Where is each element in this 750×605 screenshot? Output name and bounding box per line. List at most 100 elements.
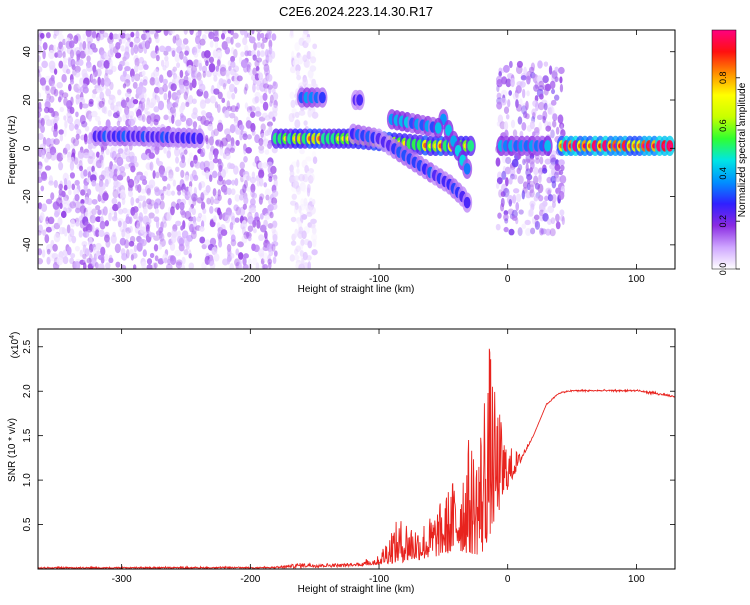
- noise-blob: [117, 174, 124, 181]
- noise-blob: [247, 225, 254, 233]
- noise-blob: [311, 249, 318, 256]
- noise-blob: [549, 163, 556, 170]
- noise-blob: [65, 143, 71, 151]
- noise-blob: [66, 246, 72, 256]
- noise-blob: [503, 226, 509, 233]
- noise-blob: [62, 256, 69, 265]
- noise-blob: [305, 156, 312, 162]
- noise-blob: [149, 252, 155, 259]
- noise-blob: [157, 100, 165, 111]
- noise-blob: [225, 207, 232, 216]
- noise-blob: [122, 207, 128, 214]
- noise-blob: [554, 76, 559, 83]
- noise-blob: [206, 197, 211, 205]
- noise-blob: [41, 149, 45, 159]
- noise-blob: [112, 173, 119, 182]
- noise-blob: [49, 95, 55, 103]
- noise-blob: [182, 38, 189, 45]
- noise-blob: [155, 45, 159, 55]
- noise-blob: [235, 248, 240, 256]
- noise-blob: [122, 83, 127, 89]
- noise-blob: [205, 70, 212, 78]
- noise-blob: [250, 111, 256, 119]
- noise-blob: [211, 129, 215, 138]
- noise-blob: [221, 137, 228, 147]
- noise-blob: [96, 32, 101, 42]
- noise-blob: [495, 157, 501, 167]
- noise-blob: [109, 32, 114, 40]
- noise-blob: [219, 65, 223, 72]
- noise-blob: [145, 184, 152, 195]
- noise-blob: [253, 244, 260, 253]
- noise-blob: [187, 189, 193, 198]
- noise-blob: [95, 96, 102, 102]
- noise-blob: [205, 60, 209, 67]
- noise-blob: [41, 203, 48, 213]
- colorbar-tick-label: 0.4: [718, 167, 728, 180]
- noise-blob: [125, 231, 130, 240]
- y-tick-label: 1.5: [22, 428, 33, 442]
- x-tick-label: -300: [112, 574, 132, 585]
- noise-blob: [59, 134, 64, 142]
- noise-blob: [129, 68, 135, 79]
- noise-blob: [126, 209, 132, 216]
- noise-blob: [264, 230, 268, 240]
- noise-blob: [148, 199, 156, 206]
- noise-blob: [268, 176, 273, 183]
- noise-blob: [146, 187, 151, 196]
- noise-blob: [296, 188, 302, 195]
- noise-blob: [175, 202, 180, 211]
- noise-blob: [220, 229, 228, 236]
- noise-blob: [203, 160, 210, 168]
- noise-blob: [135, 30, 140, 39]
- noise-blob: [262, 92, 268, 101]
- noise-blob: [202, 189, 210, 196]
- noise-blob: [44, 101, 51, 109]
- noise-blob: [74, 245, 80, 252]
- x-tick-label: -200: [240, 574, 260, 585]
- noise-blob: [41, 249, 46, 258]
- noise-blob: [544, 195, 549, 202]
- noise-blob: [246, 106, 253, 113]
- noise-blob: [115, 181, 121, 188]
- noise-blob: [119, 226, 125, 233]
- noise-blob: [249, 105, 256, 112]
- noise-blob: [542, 115, 546, 124]
- noise-blob: [209, 205, 214, 214]
- noise-blob: [559, 83, 564, 93]
- snr-line: [38, 348, 675, 569]
- noise-blob: [53, 232, 61, 243]
- noise-blob: [160, 59, 165, 67]
- noise-blob: [534, 101, 539, 112]
- noise-blob: [272, 220, 278, 229]
- noise-blob: [520, 75, 527, 81]
- noise-blob: [290, 30, 294, 37]
- noise-blob: [188, 196, 194, 207]
- noise-blob: [525, 227, 532, 236]
- noise-blob: [153, 202, 159, 210]
- noise-blob: [141, 179, 148, 186]
- noise-blob: [291, 112, 296, 119]
- noise-blob: [215, 65, 220, 72]
- noise-blob: [84, 248, 90, 257]
- noise-blob: [538, 194, 544, 202]
- noise-blob: [143, 64, 149, 70]
- noise-blob: [248, 68, 254, 76]
- noise-blob: [262, 101, 269, 111]
- noise-blob: [175, 261, 183, 269]
- noise-blob: [134, 73, 141, 82]
- noise-blob: [79, 249, 84, 257]
- noise-blob: [521, 223, 527, 230]
- noise-blob: [238, 263, 243, 269]
- noise-blob: [266, 121, 273, 127]
- noise-blob: [78, 230, 83, 238]
- noise-blob: [209, 237, 217, 246]
- noise-blob: [105, 262, 111, 269]
- noise-blob: [112, 185, 117, 192]
- noise-blob: [550, 168, 556, 176]
- noise-blob: [141, 70, 146, 77]
- noise-blob: [242, 174, 250, 182]
- track-core: [196, 132, 204, 145]
- noise-blob: [131, 75, 135, 83]
- noise-blob: [79, 77, 84, 86]
